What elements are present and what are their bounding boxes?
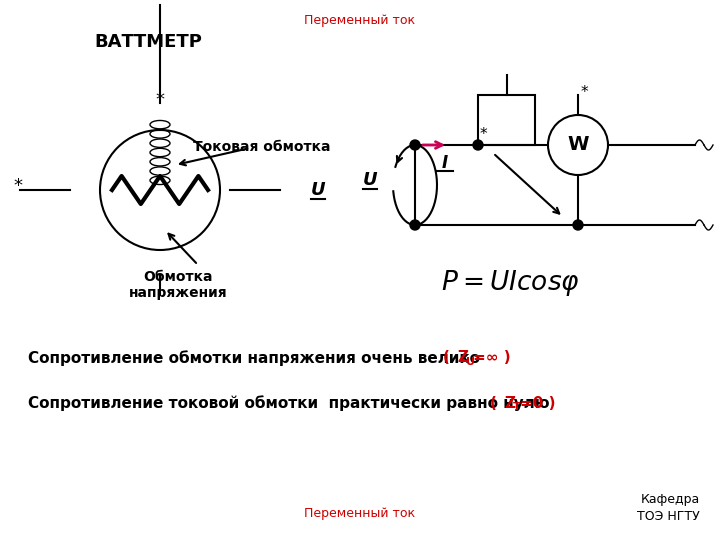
Text: U: U (363, 171, 377, 189)
Circle shape (473, 140, 483, 150)
Text: T: T (513, 402, 521, 412)
Text: *: * (580, 85, 588, 100)
Text: U: U (311, 181, 325, 199)
Text: =0 ): =0 ) (520, 395, 556, 410)
Text: (: ( (490, 395, 502, 410)
Text: $\mathbf{\mathit{P=UI}}$$\mathbf{\mathit{cos\varphi}}$: $\mathbf{\mathit{P=UI}}$$\mathbf{\mathit… (441, 268, 580, 298)
Text: I: I (442, 154, 448, 172)
Text: Сопротивление обмотки напряжения очень велико: Сопротивление обмотки напряжения очень в… (28, 350, 490, 366)
Text: Токовая обмотка: Токовая обмотка (193, 140, 330, 154)
Text: *: * (156, 91, 164, 109)
Text: U: U (466, 357, 475, 367)
Text: *: * (480, 127, 487, 143)
Text: =∞ ): =∞ ) (473, 350, 510, 366)
Text: (: ( (443, 350, 455, 366)
Circle shape (548, 115, 608, 175)
Circle shape (410, 220, 420, 230)
Bar (478, 95, 535, 145)
Text: Переменный ток: Переменный ток (305, 14, 415, 27)
Text: W: W (567, 136, 589, 154)
Text: Z: Z (504, 395, 515, 410)
Circle shape (410, 140, 420, 150)
Text: Кафедра: Кафедра (641, 494, 700, 507)
Text: Обмотка
напряжения: Обмотка напряжения (129, 270, 228, 300)
Text: Переменный ток: Переменный ток (305, 507, 415, 519)
Text: *: * (14, 177, 22, 195)
Circle shape (573, 220, 583, 230)
Text: Сопротивление токовой обмотки  практически равно нулю: Сопротивление токовой обмотки практическ… (28, 395, 560, 411)
Text: ВАТТМЕТР: ВАТТМЕТР (94, 33, 202, 51)
Text: Z: Z (457, 350, 468, 366)
Text: ТОЭ НГТУ: ТОЭ НГТУ (637, 510, 700, 523)
